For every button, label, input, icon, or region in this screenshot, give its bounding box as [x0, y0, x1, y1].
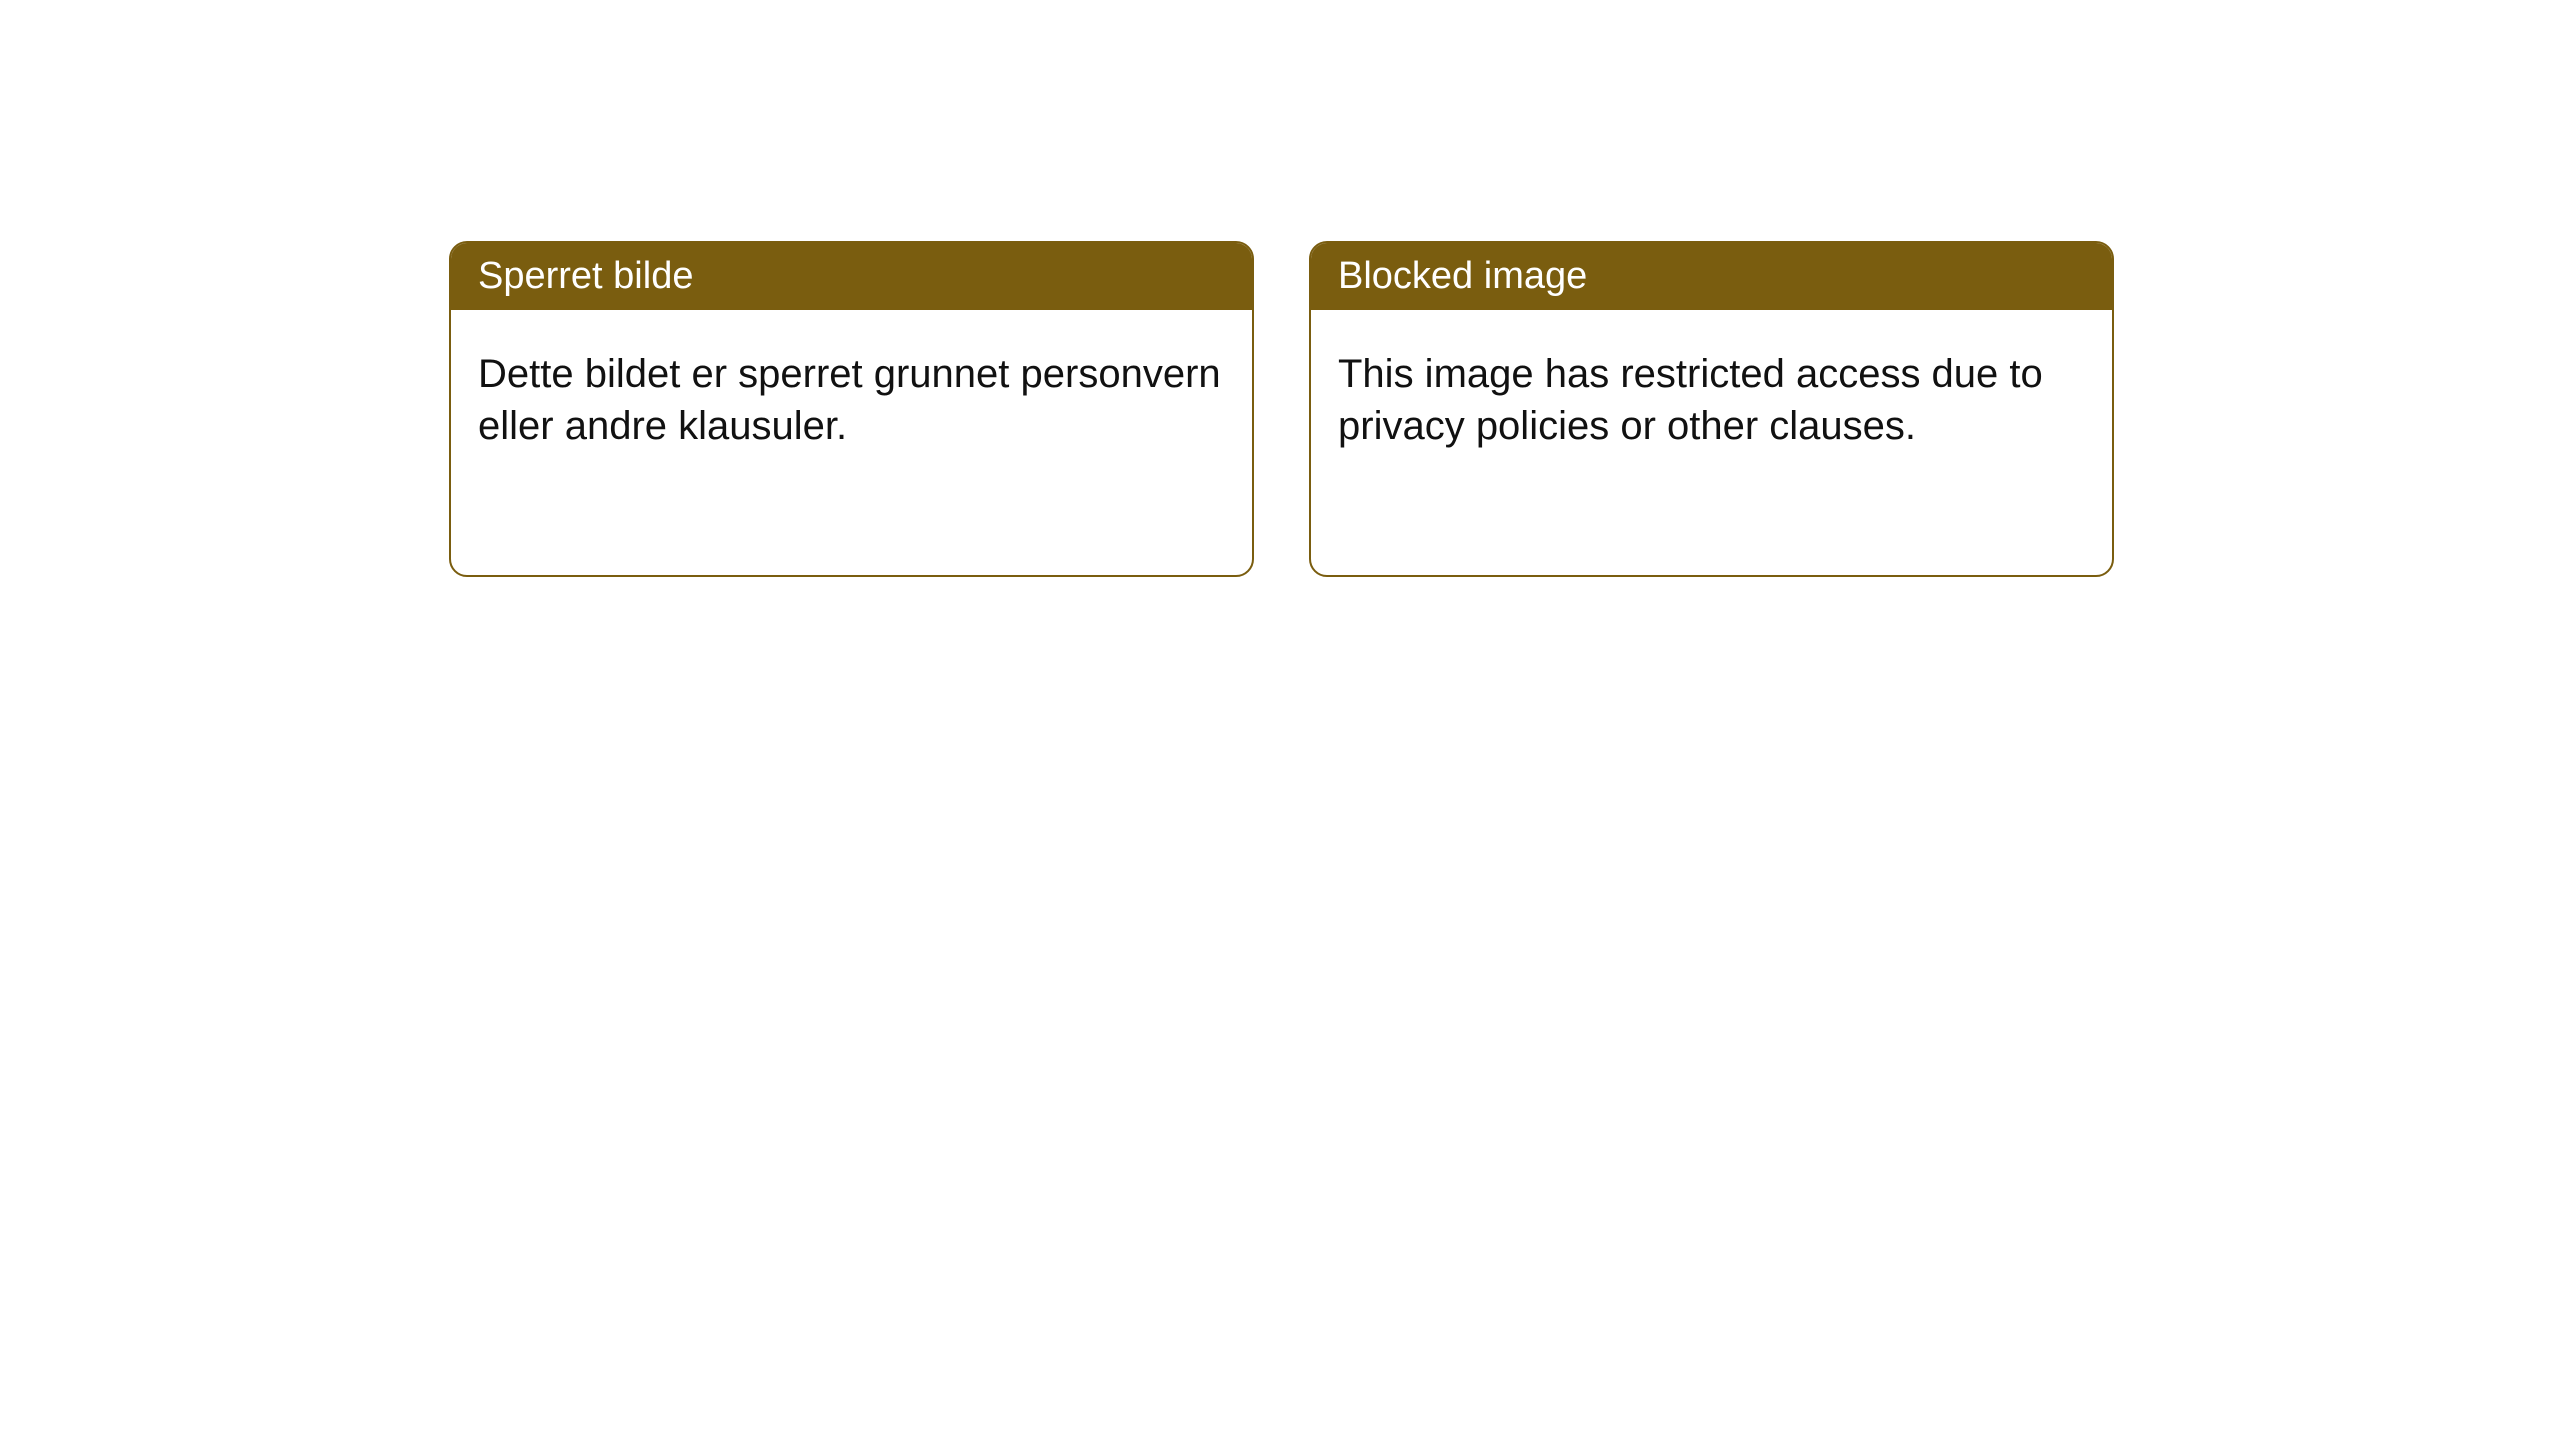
- notice-body: This image has restricted access due to …: [1311, 310, 2112, 490]
- notice-header: Sperret bilde: [451, 243, 1252, 310]
- notice-box-english: Blocked image This image has restricted …: [1309, 241, 2114, 577]
- notice-header: Blocked image: [1311, 243, 2112, 310]
- notice-container: Sperret bilde Dette bildet er sperret gr…: [449, 241, 2114, 577]
- notice-box-norwegian: Sperret bilde Dette bildet er sperret gr…: [449, 241, 1254, 577]
- notice-text: This image has restricted access due to …: [1338, 352, 2043, 448]
- notice-text: Dette bildet er sperret grunnet personve…: [478, 352, 1221, 448]
- notice-title: Blocked image: [1338, 255, 1587, 297]
- notice-title: Sperret bilde: [478, 255, 693, 297]
- notice-body: Dette bildet er sperret grunnet personve…: [451, 310, 1252, 490]
